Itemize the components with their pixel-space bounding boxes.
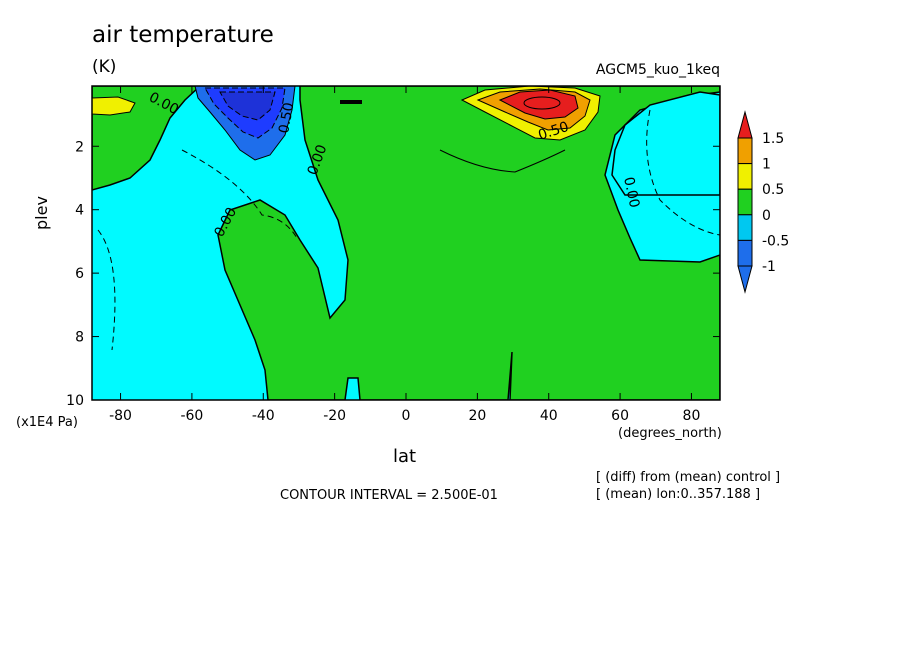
negative-core-center bbox=[219, 91, 276, 121]
y-axis-units: (x1E4 Pa) bbox=[16, 415, 78, 430]
x-tick-label: -40 bbox=[252, 408, 275, 424]
colorbar-box bbox=[737, 214, 753, 241]
contour-label: 0.50 bbox=[276, 101, 297, 134]
colorbar-box bbox=[737, 188, 753, 216]
x-tick-label: 60 bbox=[611, 408, 629, 424]
colorbar-box bbox=[737, 137, 753, 165]
contour-field bbox=[92, 86, 720, 400]
dashed-contour-south bbox=[181, 149, 299, 241]
contour-interval: CONTOUR INTERVAL = 2.500E-01 bbox=[280, 488, 498, 503]
y-axis: 2 4 6 8 10 bbox=[66, 139, 720, 409]
y-axis-label: plev bbox=[32, 196, 51, 230]
x-tick-label: -20 bbox=[323, 408, 346, 424]
colorbar-box bbox=[737, 163, 753, 190]
colorbar-label: 1.5 bbox=[762, 131, 784, 147]
contour-label: 0.00 bbox=[620, 176, 642, 210]
yellow-patch-left bbox=[92, 96, 136, 116]
colorbar: 1.5 1 0.5 0 -0.5 -1 bbox=[737, 110, 789, 294]
run-label: AGCM5_kuo_1keq bbox=[595, 62, 720, 78]
y-tick-label: 6 bbox=[75, 266, 84, 282]
solid-contour-mid bbox=[439, 149, 566, 173]
y-tick-label: 2 bbox=[75, 139, 84, 155]
colorbar-high-triangle bbox=[737, 110, 753, 139]
colorbar-box bbox=[737, 239, 753, 267]
colorbar-label: 0 bbox=[762, 208, 771, 224]
dashed-contour-left bbox=[97, 229, 116, 351]
colorbar-label: 1 bbox=[762, 157, 771, 173]
colorbar-low-triangle bbox=[737, 265, 753, 294]
colorbar-label: -1 bbox=[762, 259, 776, 275]
chart-title: air temperature bbox=[92, 22, 274, 48]
x-tick-label: -80 bbox=[109, 408, 132, 424]
positive-core-red bbox=[498, 89, 579, 120]
y-tick-label: 4 bbox=[75, 203, 84, 219]
note-mean: [ (mean) lon:0..357.188 ] bbox=[596, 487, 761, 502]
negative-region-right bbox=[611, 91, 720, 196]
max-contour bbox=[523, 96, 561, 110]
note-diff: [ (diff) from (mean) control ] bbox=[596, 470, 781, 485]
colorbar-label: 0.5 bbox=[762, 182, 784, 198]
x-axis-units: (degrees_north) bbox=[618, 426, 722, 441]
x-tick-label: 20 bbox=[468, 408, 486, 424]
x-tick-label: 0 bbox=[402, 408, 411, 424]
x-tick-label: -60 bbox=[180, 408, 203, 424]
x-axis: -80 -60 -40 -20 0 20 40 60 80 bbox=[109, 86, 700, 424]
x-tick-label: 80 bbox=[683, 408, 701, 424]
x-axis-label: lat bbox=[393, 446, 417, 467]
y-tick-label: 8 bbox=[75, 330, 84, 346]
x-tick-label: 40 bbox=[540, 408, 558, 424]
y-tick-label: 10 bbox=[66, 393, 84, 409]
positive-region bbox=[217, 86, 720, 400]
chart-units: (K) bbox=[92, 57, 117, 77]
colorbar-label: -0.5 bbox=[762, 233, 789, 249]
dashed-contour-right bbox=[646, 109, 720, 236]
